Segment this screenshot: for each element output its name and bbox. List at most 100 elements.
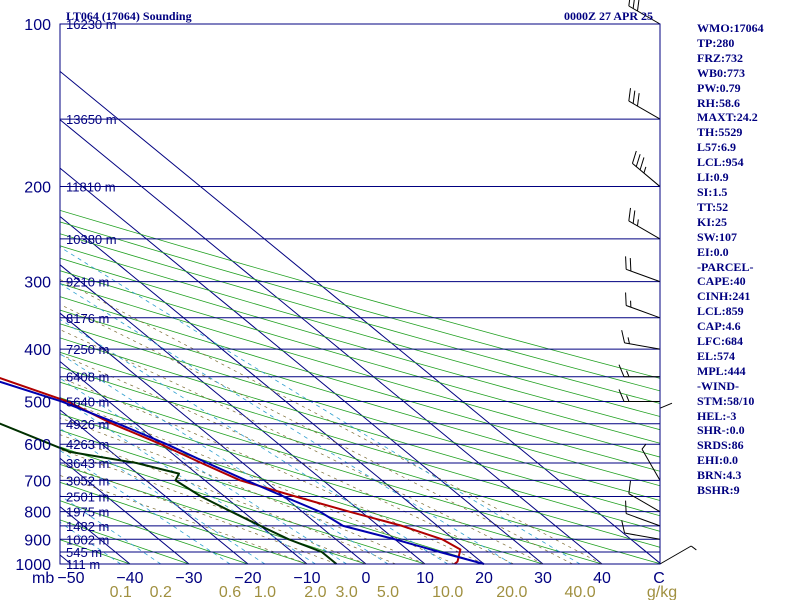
wind-barb xyxy=(659,402,673,445)
index-item: EHI:0.0 xyxy=(697,453,739,468)
index-item: LCL:954 xyxy=(697,155,744,170)
wind-barb-half-flag xyxy=(636,219,639,226)
wind-barb xyxy=(628,0,661,25)
index-item: SI:1.5 xyxy=(697,184,728,199)
wind-barb-flag xyxy=(625,292,627,306)
temperature-tick-label: 20 xyxy=(475,570,493,587)
wind-barb xyxy=(618,389,660,402)
index-item: CAP:4.6 xyxy=(697,319,741,334)
grid-clipped xyxy=(0,24,660,564)
wind-barb-flag xyxy=(631,150,637,164)
moist-adiabat xyxy=(60,377,485,564)
pressure-tick-label: 300 xyxy=(24,275,51,292)
height-label: 1002 m xyxy=(66,532,109,547)
height-label: 4263 m xyxy=(66,437,109,452)
mixing-ratio-label: 0.2 xyxy=(150,584,172,600)
isotherm-line xyxy=(0,24,12,564)
wind-barb-flag xyxy=(618,389,625,402)
pressure-tick-label: 500 xyxy=(24,394,51,411)
index-item: RH:58.6 xyxy=(697,95,740,110)
wind-barb-half-flag xyxy=(641,443,647,450)
wind-barb-half-flag xyxy=(626,395,630,402)
wind-barb-staff xyxy=(626,305,661,319)
wind-barb xyxy=(625,292,661,319)
pressure-tick-label: 800 xyxy=(24,505,51,522)
dry-adiabat xyxy=(60,270,660,444)
station-title: LT064 (17064) Sounding xyxy=(66,9,192,23)
dry-adiabat xyxy=(60,245,660,417)
index-item: L57:6.9 xyxy=(697,140,736,155)
wind-barb-flag xyxy=(632,210,636,224)
pressure-tick-label: 700 xyxy=(24,473,51,490)
dry-adiabat xyxy=(60,283,660,458)
height-label: 5640 m xyxy=(66,394,109,409)
index-item: EI:0.0 xyxy=(697,244,729,259)
wind-barb-flag xyxy=(639,157,645,170)
height-label: 2501 m xyxy=(66,490,109,505)
height-label: 1482 m xyxy=(66,519,109,534)
wind-barb-half-flag xyxy=(690,545,697,551)
isotherm-line xyxy=(60,505,131,564)
wind-barb xyxy=(659,545,697,565)
moist-adiabat xyxy=(60,279,603,564)
wind-barb xyxy=(625,256,661,283)
index-item: MPL:444 xyxy=(697,363,746,378)
index-item: CINH:241 xyxy=(697,289,751,304)
pressure-tick-label: 900 xyxy=(24,532,51,549)
index-item: TT:52 xyxy=(697,199,729,214)
dry-adiabat xyxy=(60,539,131,564)
wind-barb xyxy=(618,364,660,378)
pressure-unit: mb xyxy=(32,570,54,587)
moist-adiabat xyxy=(60,417,426,564)
isotherm-line xyxy=(60,167,544,564)
index-item: BSHR:9 xyxy=(697,483,740,498)
wind-barb-flag xyxy=(629,258,632,272)
wind-barb-flag xyxy=(659,402,673,409)
wind-barb-staff xyxy=(624,532,661,540)
mixing-ratio-label: 0.6 xyxy=(219,584,241,600)
indices-panel: WMO:17064 TP:280 FRZ:732 WB0:773 PW:0.79 RH:5… xyxy=(697,21,800,498)
pressure-tick-label: 100 xyxy=(24,17,51,34)
height-label: 6408 m xyxy=(66,370,109,385)
index-item: TH:5529 xyxy=(697,125,743,140)
wind-barb-half-flag xyxy=(627,337,630,344)
index-item: -PARCEL- xyxy=(697,259,754,274)
temperature-tick-label: 0 xyxy=(362,570,371,587)
isotherm-line xyxy=(60,312,367,564)
height-label: 11810 m xyxy=(66,180,116,195)
wind-barb-flag xyxy=(625,256,627,270)
wind-barb-staff xyxy=(659,545,692,565)
isotherm-line xyxy=(60,215,485,564)
sounding-series-1 xyxy=(0,380,485,565)
temperature-tick-label: 30 xyxy=(534,570,552,587)
wind-barb-flag xyxy=(628,88,631,102)
dry-adiabat xyxy=(60,309,660,487)
wind-barb xyxy=(641,443,661,481)
wind-barb xyxy=(628,88,661,120)
temperature-unit: C xyxy=(653,570,665,587)
height-label: 1975 m xyxy=(66,505,109,520)
wind-barb-staff xyxy=(626,268,661,283)
wind-barb xyxy=(628,480,661,513)
wind-barb xyxy=(625,500,661,527)
index-item: KI:25 xyxy=(697,214,727,229)
index-item: WB0:773 xyxy=(697,65,745,80)
index-item: MAXT:24.2 xyxy=(697,110,758,125)
wind-barb xyxy=(621,330,661,350)
moist-adiabat xyxy=(60,475,308,564)
temperature-tick-label: 10 xyxy=(416,570,434,587)
dry-adiabat xyxy=(60,296,660,472)
wind-barb-flag xyxy=(628,480,631,494)
valid-time: 0000Z 27 APR 25 xyxy=(564,9,653,23)
sounding-series-2 xyxy=(0,422,338,565)
wind-barb-flag xyxy=(621,330,626,343)
temperature-tick-label: −40 xyxy=(116,570,143,587)
index-item: CAPE:40 xyxy=(697,274,746,289)
index-item: LI:0.9 xyxy=(697,170,729,185)
height-label: 13650 m xyxy=(66,112,117,127)
height-label: 4926 m xyxy=(66,417,109,432)
mixing-ratio-label: 20.0 xyxy=(496,584,527,600)
chart-grid xyxy=(0,23,660,565)
